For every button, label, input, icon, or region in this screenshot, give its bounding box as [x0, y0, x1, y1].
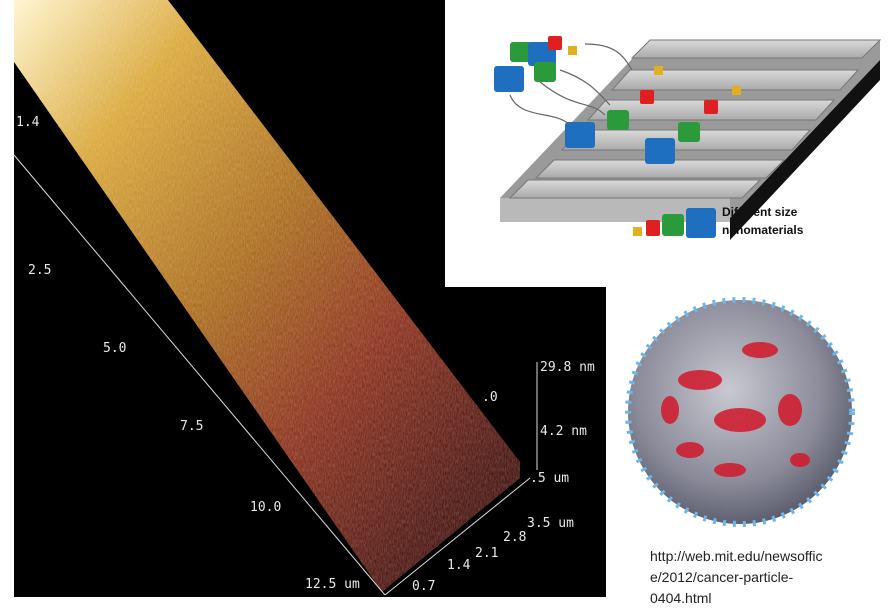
caption: Different size: [722, 205, 798, 219]
axis-label: 29.8 nm: [540, 360, 595, 375]
axis-label: 1.4: [16, 115, 40, 130]
axis-label: .0: [482, 390, 498, 405]
axis-label: 12.5 um: [305, 577, 360, 592]
source-url: e/2012/cancer-particle-: [650, 569, 794, 585]
axis-label: 3.5 um: [527, 516, 574, 531]
nanoparticle: [628, 300, 852, 524]
axis-label: 1.4: [447, 558, 471, 573]
axis-label: .5 um: [530, 471, 569, 486]
axis-label: 5.0: [103, 341, 126, 356]
source-url: 0404.html: [650, 590, 711, 606]
axis-label: 2.5: [28, 263, 51, 278]
diagram: Different size nanomaterials: [494, 36, 880, 240]
axis-label: 0.7: [412, 579, 435, 594]
page: 1.4 2.5 5.0 7.5 10.0 12.5 um 0.7 1.4 2.1…: [0, 0, 888, 610]
axis-label: 10.0: [250, 500, 281, 515]
source-url: http://web.mit.edu/newsoffic: [650, 548, 823, 564]
axis-label: 2.8: [503, 530, 526, 545]
axis-label: 7.5: [180, 419, 203, 434]
axis-label: 2.1: [475, 546, 498, 561]
axis-label: 4.2 nm: [540, 424, 587, 439]
caption: nanomaterials: [722, 223, 804, 237]
